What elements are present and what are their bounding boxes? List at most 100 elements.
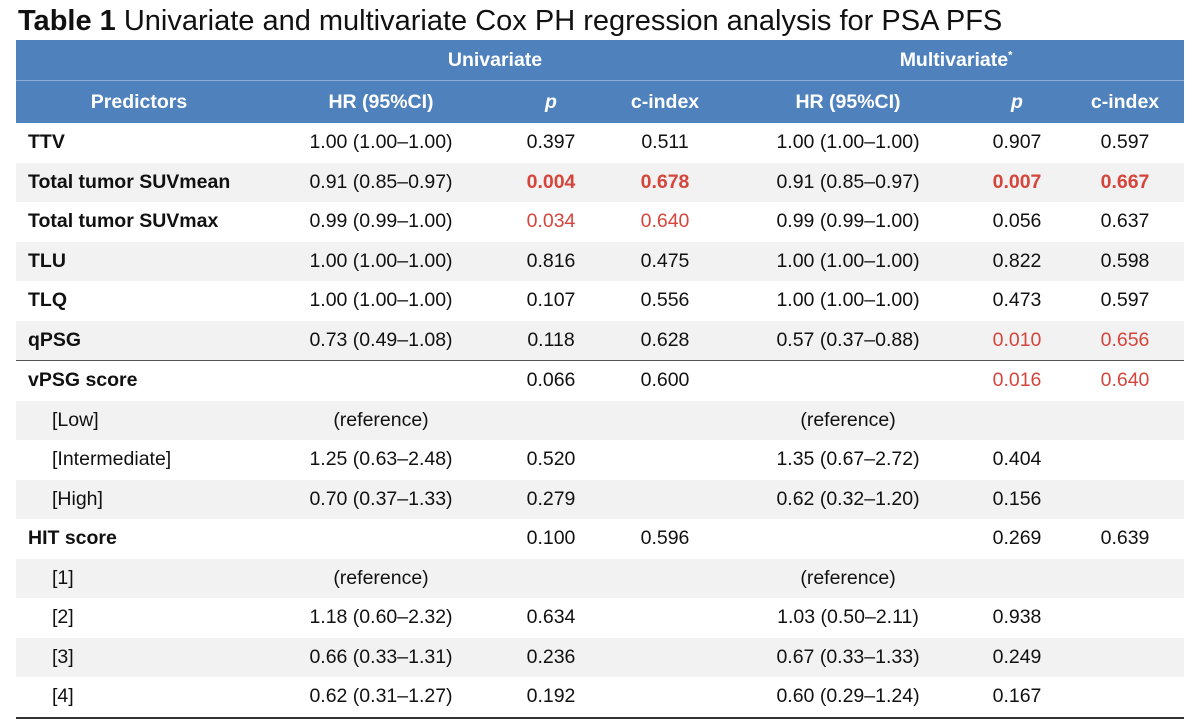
cell-multi-p [968,400,1067,440]
table-row: [High] 0.70 (0.37–1.33) 0.279 0.62 (0.32–1.… [16,479,1185,519]
cell-uni-p: 0.004 [500,162,602,202]
table-row: [Intermediate] 1.25 (0.63–2.48) 0.520 1.35 … [16,440,1185,480]
cell-uni-p: 0.236 [500,637,602,677]
cell-multi-p: 0.473 [968,281,1067,321]
cell-uni-cindex [602,598,729,638]
cell-uni-cindex [602,558,729,598]
cell-uni-cindex [602,637,729,677]
cell-multi-hr: 0.91 (0.85–0.97) [728,162,969,202]
cell-uni-hr: 1.00 (1.00–1.00) [262,123,500,163]
cell-uni-p: 0.634 [500,598,602,638]
cell-uni-p: 0.066 [500,360,602,401]
cell-uni-cindex [602,440,729,480]
cell-multi-p: 0.269 [968,519,1067,559]
cell-multi-cindex [1066,637,1185,677]
cell-multi-cindex [1066,440,1185,480]
predictor-name: TLQ [16,281,262,321]
cell-multi-hr: 0.99 (0.99–1.00) [728,202,969,242]
cell-multi-p: 0.907 [968,123,1067,163]
cell-uni-p: 0.397 [500,123,602,163]
cell-multi-hr: 1.00 (1.00–1.00) [728,241,969,281]
cell-uni-cindex: 0.596 [602,519,729,559]
cell-uni-p: 0.279 [500,479,602,519]
cell-multi-p: 0.056 [968,202,1067,242]
cell-multi-hr: 1.00 (1.00–1.00) [728,281,969,321]
cell-multi-hr: (reference) [728,558,969,598]
cell-multi-hr: 1.03 (0.50–2.11) [728,598,969,638]
cell-uni-hr: 0.70 (0.37–1.33) [262,479,500,519]
cell-uni-hr: 0.91 (0.85–0.97) [262,162,500,202]
cell-multi-p: 0.167 [968,677,1067,719]
cell-uni-hr [262,360,500,401]
table-row: [4] 0.62 (0.31–1.27) 0.192 0.60 (0.29–1.24)… [16,677,1185,719]
col-header-uni-hr: HR (95%CI) [262,80,500,123]
table-row: TLQ 1.00 (1.00–1.00) 0.107 0.556 1.00 (1.00–… [16,281,1185,321]
cell-multi-cindex: 0.597 [1066,281,1185,321]
table-row: HIT score 0.100 0.596 0.269 0.639 [16,519,1185,559]
cell-multi-cindex [1066,598,1185,638]
cell-multi-cindex [1066,400,1185,440]
cell-multi-p: 0.007 [968,162,1067,202]
cell-uni-p: 0.192 [500,677,602,719]
cell-multi-hr [728,360,969,401]
column-header-row: Predictors HR (95%CI) p c-index HR (95%C… [16,80,1185,123]
predictor-name: [4] [16,677,262,719]
cell-multi-cindex: 0.667 [1066,162,1185,202]
cell-uni-hr: 1.25 (0.63–2.48) [262,440,500,480]
col-header-uni-cindex: c-index [602,80,729,123]
cell-uni-p: 0.107 [500,281,602,321]
cell-uni-cindex: 0.628 [602,320,729,361]
table-row: [1] (reference) (reference) [16,558,1185,598]
predictor-name: [2] [16,598,262,638]
cell-multi-cindex: 0.637 [1066,202,1185,242]
cell-uni-cindex: 0.678 [602,162,729,202]
cell-uni-hr: (reference) [262,558,500,598]
cell-multi-p: 0.822 [968,241,1067,281]
cell-multi-cindex: 0.656 [1066,320,1185,361]
cell-uni-hr: 0.62 (0.31–1.27) [262,677,500,719]
cell-uni-cindex: 0.640 [602,202,729,242]
cell-multi-p [968,558,1067,598]
cell-multi-hr [728,519,969,559]
cell-uni-cindex [602,479,729,519]
group-header-blank [16,40,262,81]
predictor-name: Total tumor SUVmax [16,202,262,242]
predictor-name: [1] [16,558,262,598]
table-row: [3] 0.66 (0.33–1.31) 0.236 0.67 (0.33–1.33)… [16,637,1185,677]
predictor-name: [High] [16,479,262,519]
predictor-name: qPSG [16,320,262,361]
predictor-name: vPSG score [16,360,262,401]
cell-multi-p: 0.404 [968,440,1067,480]
cell-multi-cindex: 0.639 [1066,519,1185,559]
cell-multi-hr: 0.67 (0.33–1.33) [728,637,969,677]
table-caption: Univariate and multivariate Cox PH regre… [115,5,1003,37]
table-row: [2] 1.18 (0.60–2.32) 0.634 1.03 (0.50–2.11)… [16,598,1185,638]
col-header-multi-cindex: c-index [1066,80,1185,123]
cell-uni-cindex [602,677,729,719]
cell-multi-p: 0.938 [968,598,1067,638]
cell-uni-hr: 1.18 (0.60–2.32) [262,598,500,638]
table-body: TTV 1.00 (1.00–1.00) 0.397 0.511 1.00 (1.00–… [16,123,1185,719]
group-header-row: Univariate Multivariate* [16,40,1185,81]
cell-uni-hr [262,519,500,559]
cell-uni-p [500,558,602,598]
cell-multi-hr: 0.60 (0.29–1.24) [728,677,969,719]
predictor-name: TLU [16,241,262,281]
predictor-name: HIT score [16,519,262,559]
cell-multi-hr: 0.57 (0.37–0.88) [728,320,969,361]
cell-multi-hr: 1.35 (0.67–2.72) [728,440,969,480]
col-header-multi-hr: HR (95%CI) [728,80,969,123]
cell-uni-hr: (reference) [262,400,500,440]
col-header-multi-p: p [968,80,1067,123]
multivariate-footnote-mark: * [1008,49,1013,61]
cox-regression-table: Univariate Multivariate* Predictors HR (… [16,40,1185,719]
col-header-uni-p: p [500,80,602,123]
cell-multi-hr: (reference) [728,400,969,440]
cell-uni-hr: 0.99 (0.99–1.00) [262,202,500,242]
group-header-multivariate: Multivariate* [728,40,1185,81]
cell-multi-cindex [1066,677,1185,719]
cell-multi-cindex: 0.597 [1066,123,1185,163]
table-row: Total tumor SUVmean 0.91 (0.85–0.97) 0.004… [16,162,1185,202]
cell-uni-cindex: 0.556 [602,281,729,321]
table-row: TLU 1.00 (1.00–1.00) 0.816 0.475 1.00 (1.00–… [16,241,1185,281]
